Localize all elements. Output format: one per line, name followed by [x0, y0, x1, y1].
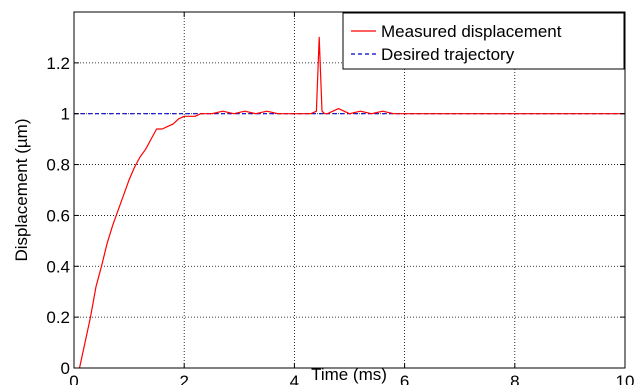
x-tick-label: 8: [510, 372, 519, 385]
plot-lines: [74, 36, 625, 369]
y-tick-label: 1.2: [46, 54, 70, 73]
x-tick-label: 10: [616, 372, 635, 385]
x-tick-label: 0: [69, 372, 78, 385]
legend-box: [342, 12, 625, 70]
plot-area-frame: [73, 11, 626, 369]
y-tick-label: 0.4: [46, 257, 70, 276]
legend-label-desired: Desired trajectory: [381, 45, 515, 64]
legend: Measured displacement Desired trajectory: [342, 12, 625, 70]
y-tick-label: 0: [61, 359, 70, 378]
y-axis-label: Displacement (µm): [12, 119, 31, 262]
y-tick-label: 0.8: [46, 156, 70, 175]
legend-label-measured: Measured displacement: [381, 22, 562, 41]
x-tick-label: 2: [179, 372, 188, 385]
y-tick-label: 1: [61, 105, 70, 124]
x-axis-label: Time (ms): [311, 365, 387, 384]
axis-tick-labels: 0 2 4 6 8 10 0 0.2 0.4 0.6 0.8 1 1.2: [46, 54, 634, 385]
x-tick-label: 6: [400, 372, 409, 385]
series-line-measured: [78, 36, 625, 369]
x-tick-label: 4: [290, 372, 299, 385]
y-tick-label: 0.6: [46, 206, 70, 225]
y-tick-label: 0.2: [46, 308, 70, 327]
